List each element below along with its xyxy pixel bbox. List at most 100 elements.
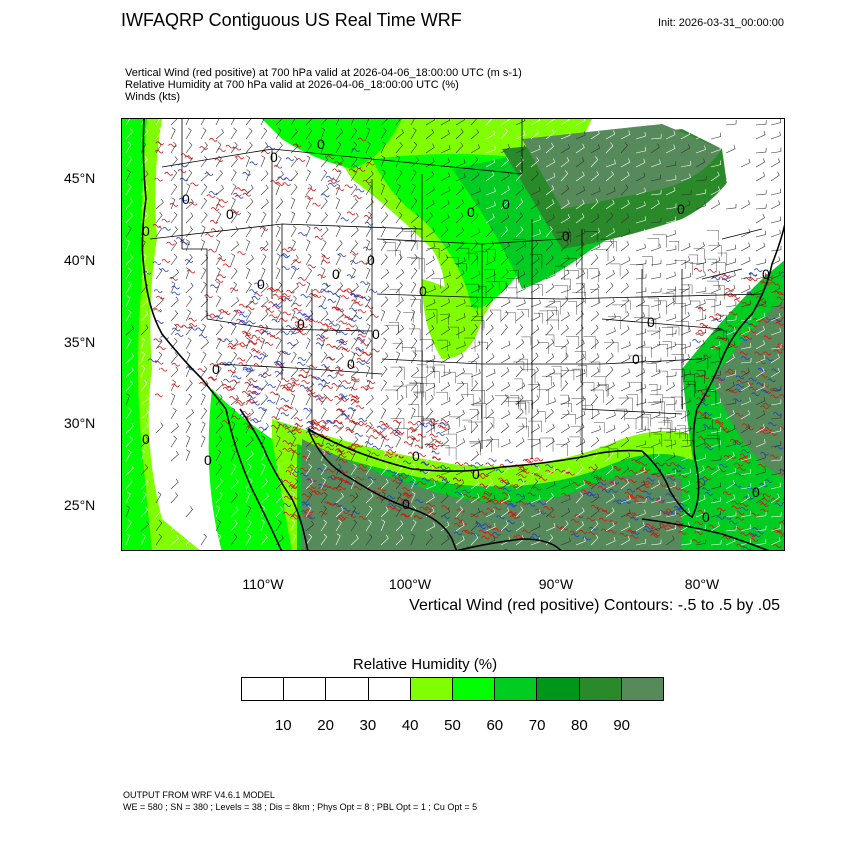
- vertical-wind-contour: [244, 381, 254, 386]
- wind-barb: [125, 464, 134, 476]
- vertical-wind-contour: [769, 388, 779, 392]
- wind-barb: [440, 492, 449, 504]
- wind-barb: [245, 296, 254, 308]
- wind-barb: [710, 119, 720, 126]
- wind-barb: [530, 240, 539, 252]
- wind-barb: [260, 127, 268, 140]
- wind-barb: [575, 254, 583, 266]
- wind-barb: [320, 310, 329, 322]
- wind-barb: [740, 172, 751, 182]
- vertical-wind-contour: [666, 473, 675, 477]
- wind-barb: [725, 451, 735, 462]
- wind-barb: [200, 155, 208, 168]
- wind-barb: [305, 491, 313, 504]
- county-line: [443, 372, 456, 384]
- vertical-wind-contour: [181, 241, 191, 246]
- wind-barb: [170, 534, 179, 546]
- wind-barb: [605, 269, 615, 280]
- vertical-wind-contour: [759, 430, 769, 435]
- wind-barb: [500, 439, 511, 448]
- vertical-wind-contour: [358, 464, 368, 468]
- county-line: [425, 366, 435, 379]
- zero-contour-label: 0: [412, 448, 420, 464]
- wind-barb: [515, 185, 525, 196]
- wind-barb: [155, 119, 160, 126]
- wind-barb: [755, 242, 766, 252]
- county-line: [504, 401, 519, 410]
- wind-barb: [275, 127, 282, 140]
- wind-barb: [305, 407, 313, 420]
- county-line: [658, 421, 671, 433]
- vertical-wind-contour: [773, 349, 783, 354]
- wind-barb: [455, 257, 466, 266]
- county-line: [709, 347, 720, 359]
- vertical-wind-contour: [217, 257, 227, 262]
- wind-barb: [755, 147, 767, 154]
- wind-barb: [560, 495, 571, 504]
- wind-barb: [245, 225, 252, 238]
- county-line: [430, 371, 440, 383]
- wind-barb: [260, 492, 269, 504]
- vertical-wind-contour: [454, 462, 464, 466]
- vertical-wind-contour: [717, 507, 726, 512]
- wind-barb: [740, 410, 751, 420]
- wind-barb: [365, 267, 371, 280]
- wind-barb: [425, 339, 435, 350]
- county-line: [663, 439, 672, 449]
- wind-barb: [425, 285, 436, 294]
- wind-barb: [605, 537, 616, 546]
- wind-barb: [620, 297, 630, 308]
- vertical-wind-contour: [518, 474, 527, 478]
- vertical-wind-contour: [248, 341, 258, 345]
- vertical-wind-contour: [286, 388, 296, 393]
- wind-barb: [365, 408, 374, 420]
- wind-barb: [725, 144, 736, 154]
- vertical-wind-contour: [735, 383, 745, 388]
- county-line: [707, 428, 718, 441]
- wind-barb: [215, 505, 220, 518]
- vertical-wind-contour: [297, 277, 307, 281]
- vertical-wind-contour: [694, 530, 703, 535]
- wind-barb: [395, 239, 402, 252]
- vertical-wind-contour: [762, 351, 772, 356]
- zero-contour-label: 0: [467, 204, 475, 220]
- wind-barb: [620, 282, 629, 294]
- vertical-wind-contour: [326, 420, 336, 424]
- wind-barb: [515, 353, 525, 364]
- wind-barb: [500, 185, 510, 196]
- wind-barb: [710, 521, 720, 532]
- wind-barb: [245, 393, 252, 406]
- wind-barb: [665, 469, 677, 476]
- wind-barb: [575, 438, 586, 448]
- wind-barb: [410, 477, 416, 490]
- vertical-wind-contour: [608, 520, 618, 524]
- wind-barb: [245, 408, 254, 420]
- wind-barb: [410, 449, 418, 462]
- vertical-wind-contour: [298, 232, 307, 236]
- vertical-wind-contour: [361, 297, 371, 301]
- wind-barb: [710, 186, 721, 196]
- wind-barb: [290, 309, 296, 322]
- wind-barb: [215, 435, 223, 448]
- county-line: [544, 334, 555, 347]
- wind-barb: [410, 141, 418, 154]
- vertical-wind-contour: [284, 427, 294, 432]
- wind-barb: [140, 394, 149, 406]
- county-line: [571, 369, 581, 382]
- zero-contour-label: 0: [647, 314, 655, 330]
- vertical-wind-contour: [303, 407, 312, 412]
- wind-barb: [500, 254, 509, 266]
- wind-barb: [740, 454, 751, 462]
- wind-barb: [350, 198, 358, 210]
- wind-barb: [455, 479, 465, 490]
- wind-barb: [380, 491, 386, 504]
- county-line: [609, 448, 619, 459]
- county-line: [544, 306, 557, 316]
- wind-barb: [590, 144, 601, 154]
- wind-barb: [440, 312, 451, 322]
- wind-barb: [230, 365, 237, 378]
- wind-barb: [665, 175, 677, 182]
- vertical-wind-contour: [217, 274, 227, 279]
- wind-barb: [485, 145, 496, 154]
- vertical-wind-contour: [413, 515, 423, 520]
